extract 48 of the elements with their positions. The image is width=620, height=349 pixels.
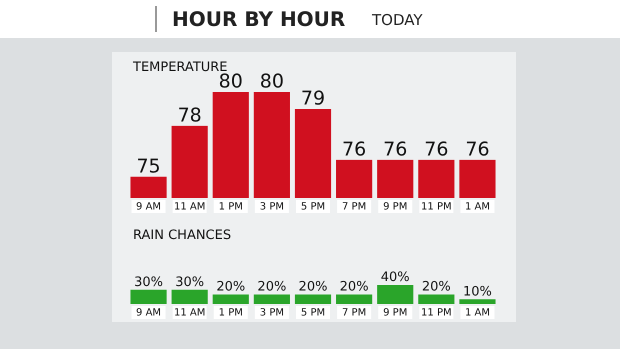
- bar: [336, 294, 372, 304]
- x-tick-label: 7 PM: [342, 308, 366, 318]
- x-tick-label: 3 PM: [260, 202, 284, 212]
- data-label: 76: [342, 138, 366, 160]
- data-label: 76: [383, 138, 408, 160]
- bar: [254, 294, 290, 304]
- x-tick-label: 5 PM: [300, 202, 326, 212]
- x-tick-label: 9 AM: [136, 308, 162, 318]
- x-tick-label: 9 PM: [383, 202, 408, 212]
- x-tick-label: 1 AM: [464, 308, 490, 318]
- x-tick-label: 9 AM: [136, 202, 162, 212]
- bar: [418, 294, 454, 304]
- data-label: 78: [178, 104, 202, 126]
- data-label: 20%: [298, 280, 328, 294]
- data-label: 75: [136, 155, 161, 178]
- data-label: 20%: [340, 280, 369, 294]
- data-label: 10%: [462, 284, 492, 300]
- data-label: 76: [424, 138, 448, 160]
- text: HOUR BY HOUR: [172, 7, 346, 31]
- x-tick-label: 7 PM: [342, 202, 366, 212]
- data-label: 20%: [216, 280, 246, 294]
- bar: [294, 294, 332, 304]
- data-label: 80: [218, 70, 243, 92]
- text: TODAY: [372, 11, 423, 29]
- x-tick-label: 11 PM: [421, 308, 452, 318]
- bar: [130, 290, 167, 304]
- x-tick-label: 1 PM: [218, 202, 243, 212]
- x-tick-label: 9 PM: [383, 308, 408, 318]
- bar: [459, 299, 496, 304]
- data-label: 20%: [257, 280, 286, 294]
- chart-title: RAIN CHANCES: [133, 228, 232, 243]
- bar: [212, 294, 249, 304]
- data-label: 79: [300, 87, 326, 110]
- x-tick-label: 11 AM: [174, 308, 206, 318]
- data-label: 76: [465, 138, 490, 160]
- x-tick-label: 5 PM: [300, 308, 326, 318]
- data-label: 30%: [134, 274, 164, 290]
- x-tick-label: 1 AM: [464, 202, 490, 212]
- data-label: 20%: [422, 280, 451, 294]
- data-label: 80: [260, 70, 284, 92]
- bar: [172, 290, 208, 304]
- x-tick-label: 11 AM: [174, 202, 206, 212]
- x-tick-label: 1 PM: [218, 308, 243, 318]
- data-label: 30%: [175, 274, 204, 290]
- x-tick-label: 11 PM: [421, 202, 452, 212]
- data-label: 40%: [380, 270, 410, 285]
- bar: [377, 285, 414, 304]
- x-tick-label: 3 PM: [260, 308, 284, 318]
